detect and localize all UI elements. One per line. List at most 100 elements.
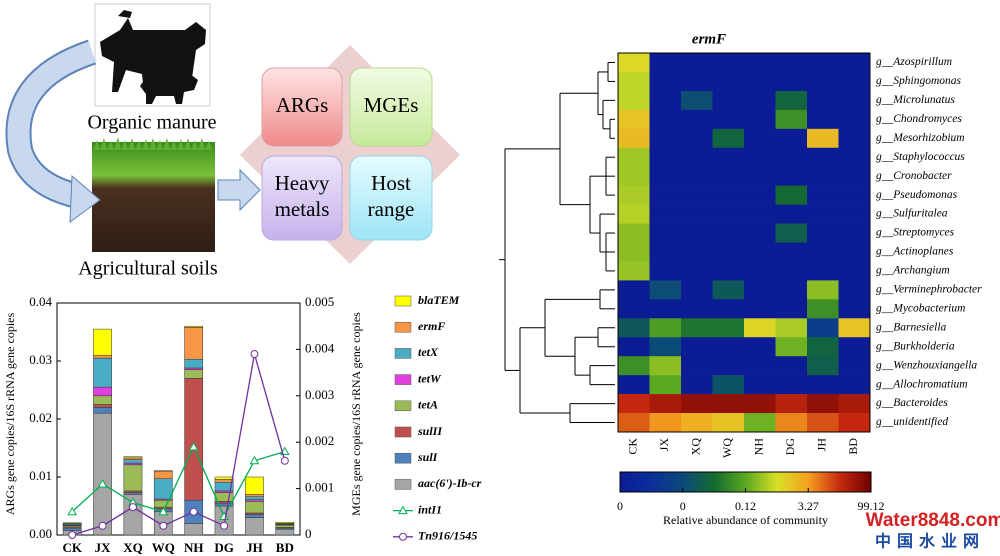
bar-segment — [93, 354, 112, 359]
heat-cell — [744, 223, 776, 243]
bar-segment — [214, 505, 234, 536]
heat-cell — [618, 394, 650, 414]
marker — [189, 507, 198, 516]
colorbar-step — [822, 472, 826, 492]
bar-segment — [245, 499, 264, 502]
heat-cell — [681, 356, 713, 376]
box-label: Heavy — [275, 171, 330, 195]
heat-cell — [618, 166, 650, 186]
row-label: g__Staphylococcus — [876, 151, 965, 163]
heat-cell — [649, 242, 682, 262]
soil-label: Agricultural soils — [78, 258, 218, 280]
heat-cell — [744, 318, 776, 338]
heat-cell — [744, 375, 776, 395]
colorbar-step — [858, 472, 861, 492]
x-tick-label: JH — [246, 540, 263, 555]
heat-cell — [838, 109, 871, 130]
heat-cell — [649, 318, 682, 338]
heat-cell — [838, 223, 871, 243]
heat-cell — [775, 280, 808, 300]
heat-cell — [649, 394, 682, 414]
heat-cell — [618, 128, 650, 149]
diagram: Organic manure Agricultural soils ARGs MG… — [5, 3, 460, 280]
heat-cell — [681, 71, 713, 92]
colorbar-step — [693, 472, 696, 492]
marker — [220, 521, 229, 530]
row-label: g__Azospirillum — [876, 56, 952, 68]
legend-label: sulII — [417, 424, 443, 438]
heat-cell — [712, 147, 745, 167]
colorbar-step — [657, 472, 661, 492]
heat-cell — [712, 261, 745, 281]
colorbar-title: Relative abundance of community — [663, 513, 828, 527]
colorbar-step — [732, 472, 736, 492]
bar-segment — [245, 512, 264, 515]
colorbar-step — [722, 472, 725, 492]
heat-cell — [681, 90, 713, 111]
bar-segment — [245, 476, 264, 495]
row-label: g__Actinoplanes — [876, 246, 954, 258]
colorbar-step — [682, 472, 686, 492]
colorbar-step — [620, 472, 623, 492]
heat-cell — [744, 356, 776, 376]
colorbar-step — [758, 472, 761, 492]
y2-tick-label: 0 — [305, 526, 312, 541]
bar-segment — [245, 517, 264, 536]
heat-cell — [838, 299, 871, 319]
colorbar-step — [766, 472, 769, 492]
heat-cell — [618, 318, 650, 338]
heat-cell — [712, 166, 745, 186]
heat-cell — [838, 318, 871, 338]
bar-segment — [93, 357, 112, 388]
colorbar-step — [643, 472, 646, 492]
colorbar-step — [755, 472, 759, 492]
heat-cell — [807, 413, 839, 433]
colorbar-step — [695, 472, 698, 492]
colorbar-step — [701, 472, 705, 492]
bar-segment — [245, 501, 264, 514]
box-args — [261, 67, 343, 147]
legend-label: tetX — [418, 345, 439, 359]
heat-cell — [744, 128, 776, 149]
box-host — [349, 155, 433, 241]
marker — [128, 503, 137, 512]
y-tick-label: 0.04 — [29, 294, 52, 309]
heat-cell — [744, 280, 776, 300]
col-label: NH — [752, 438, 766, 456]
heat-cell — [649, 128, 682, 149]
colorbar-step — [856, 472, 859, 492]
colorbar-step — [720, 472, 723, 492]
bar-segment — [123, 456, 143, 459]
box-label: metals — [275, 197, 330, 221]
bar-segment — [93, 407, 112, 414]
colorbar-step — [835, 472, 838, 492]
row-label: g__Streptomyces — [876, 227, 955, 239]
colorbar-step — [628, 472, 631, 492]
heatmap: ermF g__Azospirillum g__Sphingomonas g__Mic… — [499, 31, 982, 527]
heat-cell — [649, 223, 682, 243]
bar-segment — [123, 492, 143, 495]
legend-label: sulI — [417, 450, 439, 464]
colorbar-step — [804, 472, 807, 492]
colorbar-step — [762, 472, 765, 492]
colorbar-step — [793, 472, 797, 492]
col-label: WQ — [720, 438, 734, 458]
colorbar-step — [785, 472, 788, 492]
source-label: Organic manure — [87, 112, 216, 134]
bar-segment — [184, 359, 204, 369]
legend-swatch — [394, 374, 412, 385]
heat-cell — [838, 185, 871, 205]
y-tick-label: 0.01 — [29, 468, 52, 483]
heat-cell — [744, 242, 776, 262]
arrow — [217, 168, 261, 212]
bar-segment — [123, 490, 143, 493]
row-label: g__unidentified — [876, 416, 948, 428]
bar-segment — [214, 479, 234, 483]
colorbar-step — [852, 472, 855, 492]
colorbar-step — [712, 472, 715, 492]
colorbar-step — [862, 472, 866, 492]
heat-cell — [712, 242, 745, 262]
heat-cell — [649, 185, 682, 205]
colorbar-step — [661, 472, 665, 492]
heat-cell — [618, 147, 650, 167]
